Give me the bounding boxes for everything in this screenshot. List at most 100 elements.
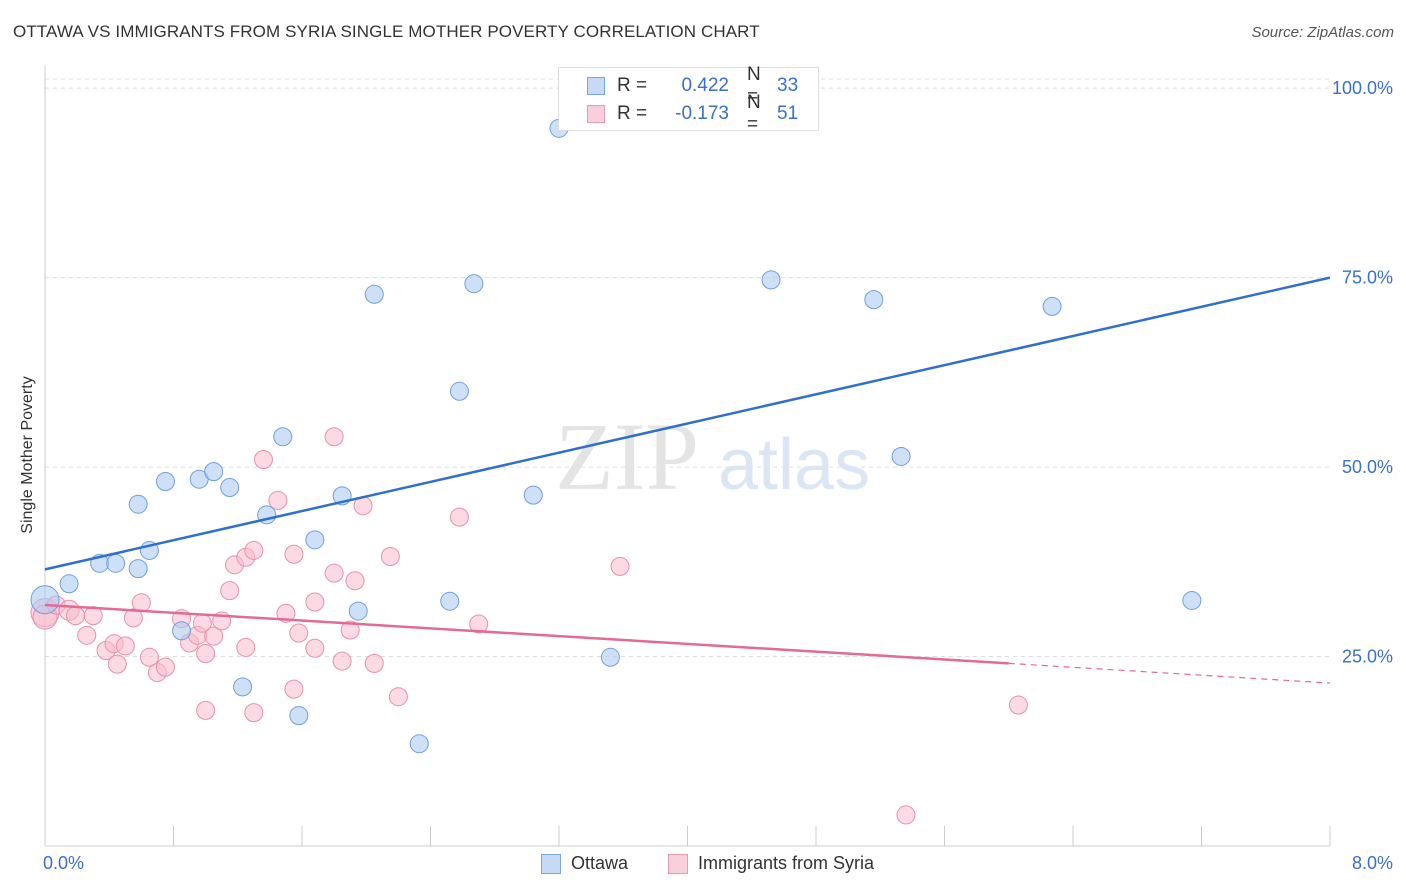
ottawa-point — [464, 274, 484, 294]
ottawa-point — [289, 706, 309, 726]
ottawa-point — [273, 427, 293, 447]
ottawa-point — [409, 734, 429, 754]
ottawa-point — [59, 574, 79, 594]
watermark-atlas: atlas — [718, 425, 870, 505]
syria-point — [77, 625, 97, 645]
x-tick-label: 0.0% — [43, 853, 84, 873]
syria-point — [284, 544, 304, 564]
ottawa-point — [600, 647, 620, 667]
syria-point — [276, 603, 296, 623]
y-tick-label: 75.0% — [1342, 268, 1393, 288]
syria-point — [139, 647, 159, 667]
syria-point — [83, 606, 103, 626]
syria-point — [66, 606, 86, 626]
syria-point — [305, 638, 325, 658]
legend-label-ottawa: Ottawa — [571, 853, 629, 873]
n-value: 33 — [777, 75, 799, 96]
legend-row-ottawa: R = 0.422 N = 33 — [559, 64, 807, 107]
syria-point — [324, 563, 344, 583]
syria-point — [236, 637, 256, 657]
legend-row-syria: R = -0.173 N = 51 — [559, 92, 807, 135]
ottawa-point — [128, 494, 148, 514]
syria-point — [305, 592, 325, 612]
r-value: -0.173 — [675, 103, 729, 124]
syria-point — [364, 653, 384, 673]
syria-point — [469, 614, 489, 634]
syria-point — [115, 636, 135, 656]
ottawa-point — [106, 553, 126, 573]
ottawa-point — [233, 677, 253, 697]
syria-point — [204, 626, 224, 646]
syria-point — [345, 571, 365, 591]
syria-point — [268, 490, 288, 510]
ottawa-point — [864, 290, 884, 310]
ottawa-point — [30, 585, 60, 615]
y-tick-label: 100.0% — [1332, 78, 1393, 98]
correlation-legend: R = 0.422 N = 33 R = -0.173 N = 51 — [558, 64, 819, 135]
ottawa-point — [172, 621, 192, 641]
r-label: R = — [617, 75, 648, 96]
x-tick-label: 8.0% — [1352, 853, 1393, 873]
ottawa-point — [440, 591, 460, 611]
ottawa-point — [761, 270, 781, 290]
syria-trend-extension — [1008, 662, 1331, 684]
syria-point — [220, 581, 240, 601]
syria-point — [610, 556, 630, 576]
ottawa-point — [891, 446, 911, 466]
ottawa-point — [348, 601, 368, 621]
syria-point — [196, 700, 216, 720]
syria-point — [123, 608, 143, 628]
syria-point — [131, 593, 151, 613]
syria-point — [896, 805, 916, 825]
syria-point — [253, 450, 273, 469]
syria-point — [380, 547, 400, 567]
ottawa-point — [204, 462, 224, 482]
y-tick-label: 50.0% — [1342, 457, 1393, 477]
legend-item-ottawa[interactable]: Ottawa — [541, 853, 628, 874]
ottawa-points — [30, 67, 1202, 754]
ottawa-point — [128, 559, 148, 579]
ottawa-trend-line — [44, 276, 1331, 571]
watermark-zip: ZIP — [555, 403, 699, 510]
ottawa-point — [1042, 296, 1062, 316]
syria-point — [449, 507, 469, 527]
syria-point — [244, 703, 264, 723]
r-label: R = — [617, 103, 648, 124]
watermark: ZIP atlas — [555, 403, 870, 510]
syria-point — [289, 623, 309, 643]
legend-item-syria[interactable]: Immigrants from Syria — [668, 853, 874, 874]
syria-point — [244, 540, 264, 560]
syria-point — [107, 654, 127, 674]
n-label: N = — [747, 64, 761, 107]
n-value: 51 — [777, 103, 799, 124]
ottawa-legend-swatch — [541, 853, 561, 874]
r-value: 0.422 — [681, 75, 729, 96]
ottawa-point — [523, 485, 543, 505]
syria-point — [1008, 695, 1028, 715]
legend-label-syria: Immigrants from Syria — [698, 853, 875, 873]
ottawa-point — [1182, 590, 1202, 610]
source-label: Source: ZipAtlas.com — [1251, 24, 1394, 41]
n-label: N = — [747, 92, 761, 135]
axis-layer — [44, 66, 1331, 847]
ottawa-point — [220, 478, 240, 498]
ottawa-point — [449, 381, 469, 401]
syria-point — [196, 644, 216, 664]
syria-swatch — [587, 105, 605, 123]
syria-point — [324, 427, 344, 447]
syria-point — [388, 687, 408, 707]
syria-point — [340, 620, 360, 640]
y-tick-label: 25.0% — [1342, 647, 1393, 667]
syria-legend-swatch — [668, 853, 688, 874]
syria-trend-line — [44, 603, 1009, 665]
syria-point — [155, 657, 175, 677]
syria-point — [332, 651, 352, 671]
ottawa-point — [305, 530, 325, 550]
ottawa-point — [155, 471, 175, 491]
syria-point — [284, 679, 304, 699]
trend-lines — [44, 276, 1331, 684]
ottawa-point — [364, 284, 384, 304]
ottawa-swatch — [587, 77, 605, 95]
tick-labels: 100.0% 75.0% 50.0% 25.0% 0.0% 8.0% — [43, 78, 1393, 873]
